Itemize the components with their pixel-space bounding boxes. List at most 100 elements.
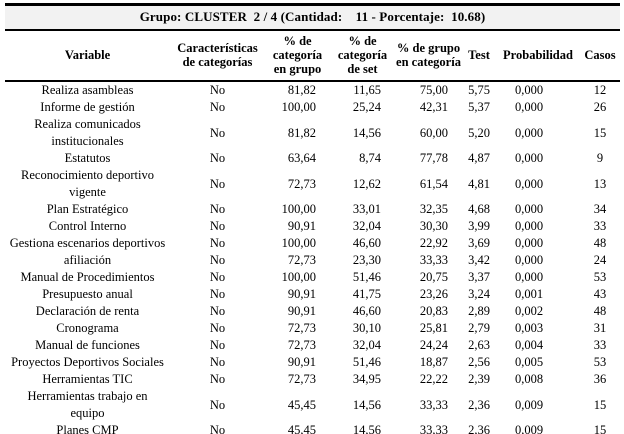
cell-caracteristicas: No — [209, 176, 226, 191]
cell-test: 2,36 — [468, 423, 490, 434]
cell-test: 5,20 — [468, 125, 490, 140]
cell-probabilidad: 0,000 — [514, 151, 544, 165]
table-row: Estatutos No 63,64 8,74 77,78 4,87 0,000 9 — [5, 150, 620, 167]
cell-probabilidad: 0,003 — [514, 321, 544, 335]
cell-pct-grupo-categoria: 22,22 — [419, 372, 448, 386]
column-header-pct-categoria-set: % de categoría de set — [337, 34, 388, 76]
cell-variable: Manual de funciones — [35, 338, 140, 352]
cell-probabilidad: 0,009 — [514, 397, 544, 412]
cell-variable: Herramientas trabajo en equipo — [27, 389, 148, 420]
cell-pct-grupo-categoria: 75,00 — [419, 83, 448, 97]
cell-pct-categoria-grupo: 72,73 — [287, 321, 316, 335]
table-row: afiliación No 72,73 23,30 33,33 3,42 0,000 24 — [5, 252, 620, 269]
cell-casos: 36 — [593, 372, 607, 386]
cell-pct-categoria-set: 34,95 — [352, 372, 381, 386]
cell-variable: Realiza comunicados institucionales — [34, 117, 141, 148]
cell-variable: Reconocimiento deportivo vigente — [21, 168, 154, 199]
cell-test: 2,39 — [468, 372, 490, 386]
cell-pct-categoria-set: 32,04 — [352, 338, 381, 352]
cell-casos: 13 — [593, 176, 607, 191]
cell-variable: Manual de Procedimientos — [20, 270, 155, 284]
cell-casos: 33 — [593, 338, 607, 352]
cell-pct-grupo-categoria: 25,81 — [419, 321, 448, 335]
cell-pct-grupo-categoria: 20,75 — [419, 270, 448, 284]
cell-variable: afiliación — [63, 253, 112, 267]
cell-probabilidad: 0,000 — [514, 219, 544, 233]
cell-pct-categoria-grupo: 90,91 — [287, 287, 316, 301]
cell-test: 5,75 — [468, 83, 490, 97]
cell-probabilidad: 0,000 — [514, 83, 544, 97]
cell-pct-grupo-categoria: 22,92 — [419, 236, 448, 250]
cell-caracteristicas: No — [209, 287, 226, 301]
column-header-casos: Casos — [584, 48, 616, 62]
cell-test: 3,37 — [468, 270, 490, 284]
cell-pct-categoria-grupo: 81,82 — [287, 125, 316, 140]
cell-test: 4,87 — [468, 151, 490, 165]
cell-pct-grupo-categoria: 33,33 — [419, 423, 448, 434]
cell-pct-categoria-set: 46,60 — [352, 236, 381, 250]
cell-variable: Planes CMP — [56, 423, 119, 434]
cell-casos: 48 — [593, 236, 607, 250]
cell-caracteristicas: No — [209, 219, 226, 233]
cell-pct-categoria-grupo: 100,00 — [281, 100, 316, 114]
cell-pct-categoria-set: 30,10 — [352, 321, 381, 335]
cell-pct-categoria-grupo: 72,73 — [287, 372, 316, 386]
cell-variable: Herramientas TIC — [42, 372, 133, 386]
cell-casos: 43 — [593, 287, 607, 301]
cell-pct-categoria-grupo: 100,00 — [281, 236, 316, 250]
table-row: Planes CMP No 45,45 14,56 33,33 2,36 0,009 15 — [5, 422, 620, 434]
cell-caracteristicas: No — [209, 83, 226, 97]
cell-variable: Presupuesto anual — [42, 287, 133, 301]
cell-caracteristicas: No — [209, 202, 226, 216]
cell-casos: 33 — [593, 219, 607, 233]
cell-test: 5,37 — [468, 100, 490, 114]
cell-pct-grupo-categoria: 20,83 — [419, 304, 448, 318]
cell-pct-grupo-categoria: 18,87 — [419, 355, 448, 369]
cell-variable: Plan Estratégico — [46, 202, 129, 216]
cell-pct-categoria-set: 14,56 — [352, 397, 381, 412]
cell-pct-grupo-categoria: 33,33 — [419, 397, 448, 412]
cell-variable: Realiza asambleas — [41, 83, 134, 97]
column-header-variable: Variable — [64, 48, 111, 62]
cell-probabilidad: 0,002 — [514, 304, 544, 318]
table-row: Realiza comunicados institucionales No 81,… — [5, 116, 620, 150]
cell-probabilidad: 0,009 — [514, 423, 544, 434]
cell-test: 4,81 — [468, 176, 490, 191]
cell-casos: 53 — [593, 270, 607, 284]
cell-probabilidad: 0,000 — [514, 125, 544, 140]
cell-casos: 34 — [593, 202, 607, 216]
cell-casos: 53 — [593, 355, 607, 369]
cell-pct-grupo-categoria: 60,00 — [419, 125, 448, 140]
cell-pct-grupo-categoria: 24,24 — [419, 338, 448, 352]
column-header-probabilidad: Probabilidad — [503, 48, 573, 62]
cell-casos: 15 — [593, 125, 607, 140]
cell-pct-categoria-set: 51,46 — [352, 355, 381, 369]
cluster-table: Grupo: CLUSTER 2 / 4 (Cantidad: 11 - Por… — [5, 3, 620, 434]
cell-test: 2,36 — [468, 397, 490, 412]
cell-caracteristicas: No — [209, 236, 226, 250]
column-header-caracteristicas: Características de categorías — [177, 41, 258, 69]
cell-pct-categoria-set: 12,62 — [352, 176, 381, 191]
table-header: Variable Características de categorías % d… — [5, 31, 620, 81]
cell-test: 3,24 — [468, 287, 490, 301]
cell-pct-categoria-grupo: 100,00 — [281, 270, 316, 284]
cell-variable: Control Interno — [48, 219, 127, 233]
cell-caracteristicas: No — [209, 304, 226, 318]
cell-variable: Declaración de renta — [35, 304, 140, 318]
cell-casos: 26 — [593, 100, 607, 114]
column-header-pct-categoria-grupo: % de categoría en grupo — [272, 34, 323, 76]
cell-pct-categoria-grupo: 72,73 — [287, 338, 316, 352]
table-row: Declaración de renta No 90,91 46,60 20,83 2,8… — [5, 303, 620, 320]
cell-caracteristicas: No — [209, 151, 226, 165]
table-row: Herramientas trabajo en equipo No 45,45 14,… — [5, 388, 620, 422]
cell-caracteristicas: No — [209, 355, 226, 369]
cell-test: 2,79 — [468, 321, 490, 335]
table-row: Herramientas TIC No 72,73 34,95 22,22 2,39 0,0… — [5, 371, 620, 388]
cell-caracteristicas: No — [209, 125, 226, 140]
cell-probabilidad: 0,001 — [514, 287, 544, 301]
cell-casos: 9 — [596, 151, 604, 165]
cell-pct-categoria-grupo: 63,64 — [287, 151, 316, 165]
cell-pct-categoria-set: 46,60 — [352, 304, 381, 318]
cell-casos: 24 — [593, 253, 607, 267]
